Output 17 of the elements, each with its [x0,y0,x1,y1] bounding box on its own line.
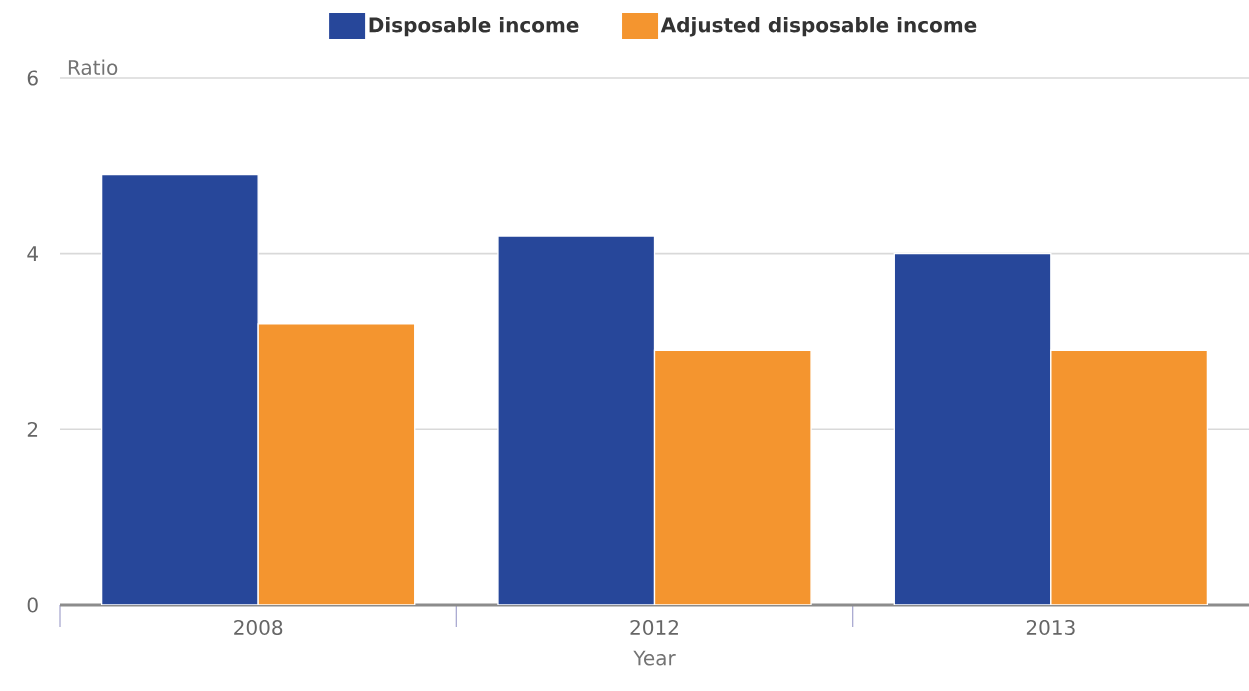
legend-label: Disposable income [369,16,579,37]
bar [100,173,259,605]
bar [893,252,1052,605]
bar [653,349,812,605]
x-axis-title: Year [633,650,676,666]
y-tick-label: 4 [27,246,38,261]
bar [257,323,416,605]
x-tick-label: 2013 [1026,619,1075,636]
bar [1050,349,1209,605]
x-tick-label: 2012 [630,619,678,636]
bar [497,235,656,605]
y-tick-label: 2 [27,421,38,437]
legend-label: Adjusted disposable income [660,16,977,37]
y-axis-title: Ratio [68,59,118,76]
x-tick-label: 2008 [234,619,283,636]
y-tick-label: 0 [27,597,38,613]
y-tick-label: 6 [27,70,38,86]
